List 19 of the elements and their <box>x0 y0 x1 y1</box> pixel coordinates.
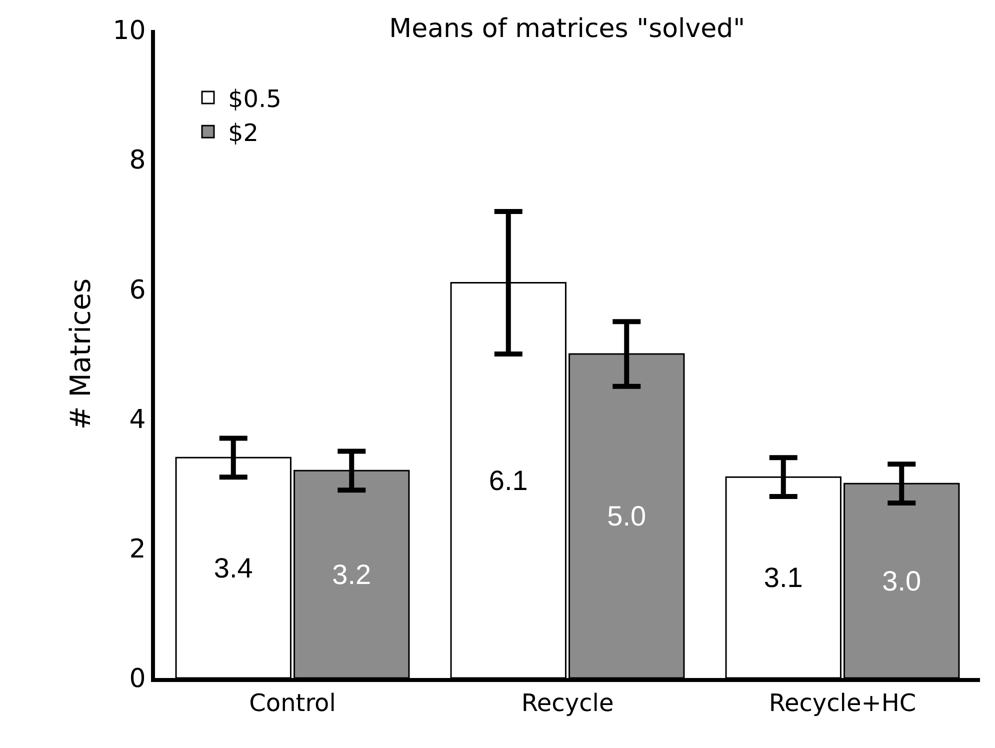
y-tick-label: 0 <box>129 664 146 694</box>
data-label: 3.1 <box>764 562 803 594</box>
y-tick-label: 4 <box>129 404 146 435</box>
data-label: 6.1 <box>488 464 528 496</box>
y-tick-label: 10 <box>112 16 146 46</box>
x-tick-label: Control <box>249 688 336 717</box>
chart-title: Means of matrices "solved" <box>389 14 746 44</box>
data-label: 3.0 <box>882 565 922 596</box>
y-tick-label: 2 <box>129 534 146 564</box>
y-axis-title: # Matrices <box>64 278 97 430</box>
legend-label: $2 <box>228 119 259 148</box>
legend-label: $0.5 <box>228 84 282 113</box>
y-tick-label: 8 <box>129 146 146 176</box>
data-label: 5.0 <box>607 500 646 532</box>
x-tick-label: Recycle <box>521 688 614 717</box>
data-label: 3.4 <box>214 552 253 584</box>
data-label: 3.2 <box>332 558 372 590</box>
x-tick-label: Recycle+HC <box>768 688 916 717</box>
y-tick-label: 6 <box>129 275 146 306</box>
